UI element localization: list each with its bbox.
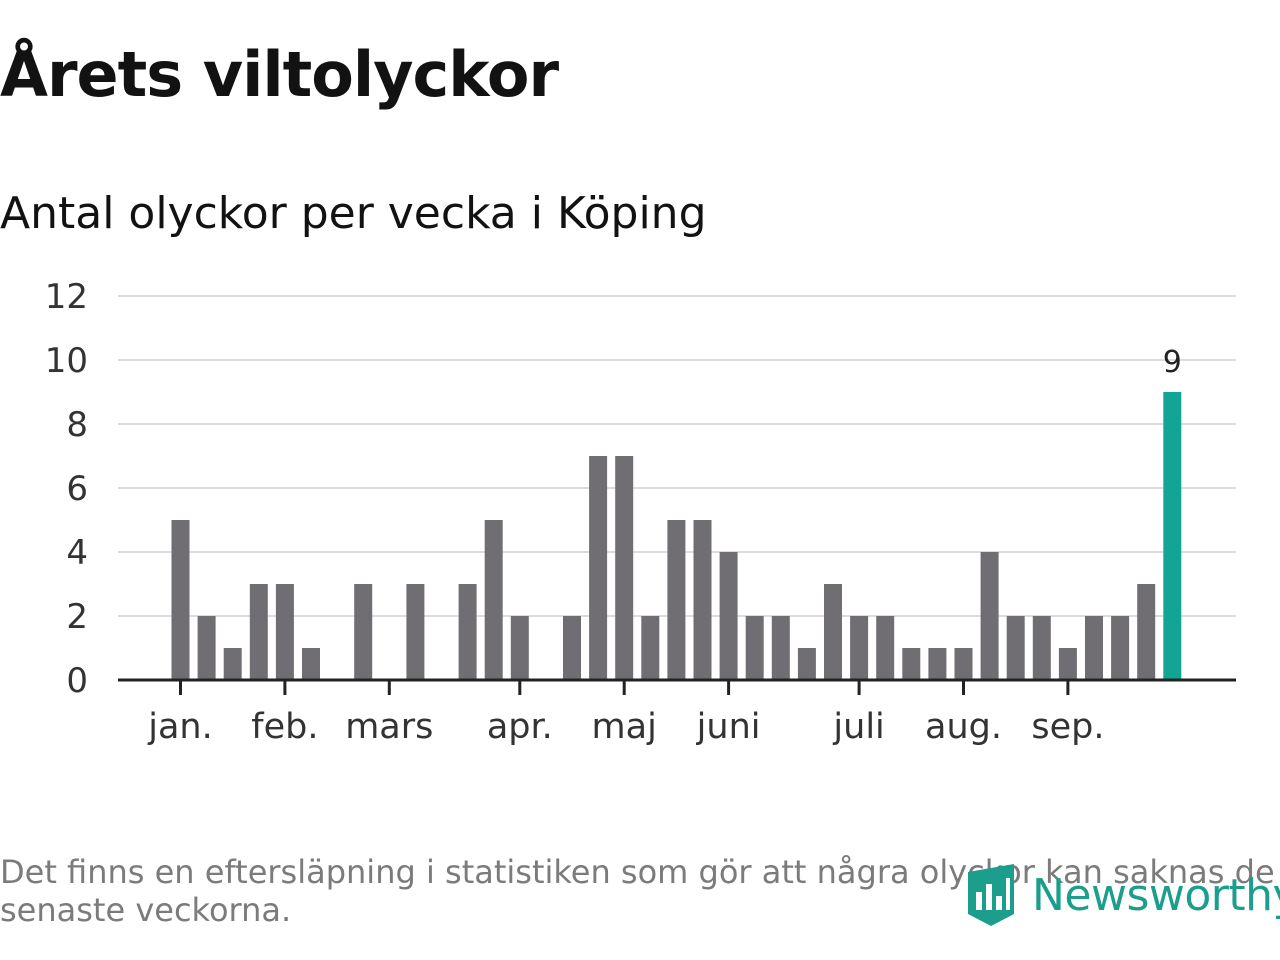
bar — [171, 520, 190, 680]
y-tick-label: 4 — [66, 533, 88, 573]
bar — [928, 648, 947, 680]
bar — [850, 616, 869, 680]
bar — [876, 616, 895, 680]
y-tick-label: 6 — [66, 469, 88, 509]
bar — [902, 648, 921, 680]
bar-chart: 0 2 4 6 8 10 12 9 jan. feb. mars apr. maj juni juli aug… — [45, 277, 1236, 747]
bar — [589, 456, 608, 680]
bar — [484, 520, 503, 680]
x-tick-label: apr. — [487, 707, 553, 747]
y-tick-label: 0 — [66, 661, 88, 701]
bar — [458, 584, 477, 680]
bar — [354, 584, 373, 680]
bar — [954, 648, 973, 680]
bar — [667, 520, 686, 680]
bar — [406, 584, 425, 680]
bar — [797, 648, 816, 680]
bar — [719, 552, 738, 680]
bar — [980, 552, 999, 680]
bar — [1032, 616, 1051, 680]
bar — [1006, 616, 1025, 680]
bar — [615, 456, 634, 680]
y-tick-label: 2 — [66, 597, 88, 637]
bar — [302, 648, 320, 680]
brand-name: Newsworthy — [1032, 869, 1280, 921]
brand-logo[interactable]: Newsworthy — [964, 860, 1280, 930]
bar — [1137, 584, 1156, 680]
bar — [223, 648, 242, 680]
bar — [510, 616, 529, 680]
bar — [197, 616, 216, 680]
bar — [771, 616, 790, 680]
highlight-value-label: 9 — [1163, 345, 1182, 380]
bar — [1085, 616, 1103, 680]
x-tick-label: aug. — [925, 707, 1002, 747]
bar — [693, 520, 712, 680]
x-tick-label: jan. — [147, 707, 212, 747]
chart-title: Årets viltolyckor — [0, 38, 559, 111]
newsworthy-logo-icon — [968, 864, 1014, 926]
chart-subtitle: Antal olyckor per vecka i Köping — [0, 188, 707, 239]
y-tick-label: 10 — [45, 341, 88, 381]
x-tick-label: juni — [696, 707, 761, 747]
x-tick-label: sep. — [1031, 707, 1104, 747]
bar — [249, 584, 268, 680]
x-tick-label: mars — [345, 707, 433, 747]
x-tick-label: juli — [832, 707, 884, 747]
bar — [1111, 616, 1130, 680]
highlight-bar — [1163, 392, 1182, 680]
bar — [563, 616, 581, 680]
bar — [824, 584, 842, 680]
bar — [641, 616, 660, 680]
bar — [275, 584, 294, 680]
x-tick-label: feb. — [251, 707, 318, 747]
bar — [745, 616, 764, 680]
footnote: Det finns en eftersläpning i statistiken… — [0, 853, 1275, 929]
y-tick-label: 12 — [45, 277, 88, 317]
y-tick-label: 8 — [66, 405, 88, 445]
bar — [1058, 648, 1077, 680]
x-tick-label: maj — [592, 707, 657, 747]
